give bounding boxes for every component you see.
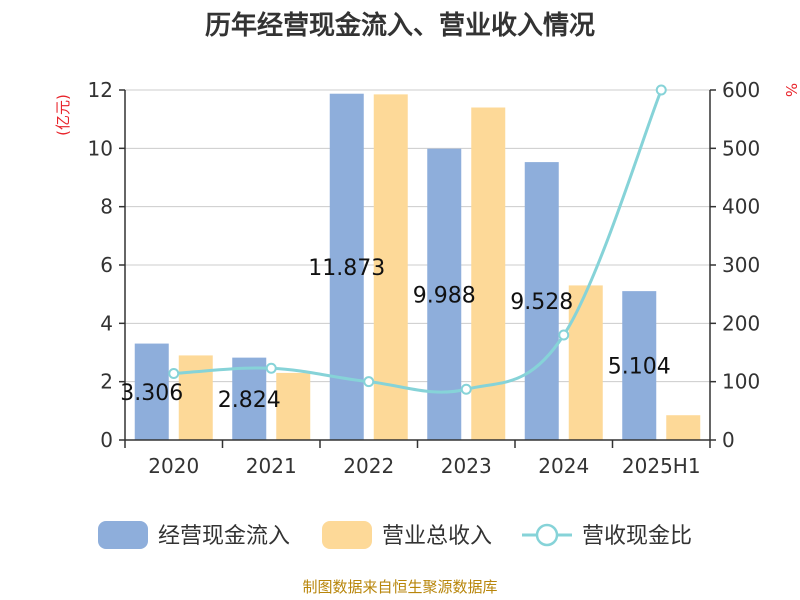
revenue-bar: [568, 285, 603, 440]
legend-swatch: [98, 521, 148, 549]
gridlines: [125, 89, 710, 383]
ratio-line: [168, 84, 667, 395]
right-tick-label: 600: [722, 78, 760, 102]
cash-inflow-bar: [622, 291, 657, 440]
cash-inflow-value-label: 2.824: [218, 388, 281, 413]
ratio-point: [265, 362, 277, 374]
ratio-point: [558, 329, 570, 341]
right-tick-label: 0: [722, 428, 735, 452]
cash-inflow-value-label: 11.873: [308, 256, 385, 281]
x-tick-label: 2020: [148, 454, 199, 478]
right-tick-label: 100: [722, 370, 760, 394]
right-tick-label: 300: [722, 253, 760, 277]
right-tick-label: 400: [722, 195, 760, 219]
cash-inflow-bar: [329, 93, 364, 441]
source-note: 制图数据来自恒生聚源数据库: [302, 578, 497, 596]
legend-label: 营收现金比: [582, 524, 692, 549]
left-tick-label: 0: [100, 428, 113, 452]
legend-label: 营业总收入: [382, 524, 492, 549]
cash-inflow-bar: [232, 357, 267, 440]
ratio-point: [655, 84, 667, 96]
legend: 经营现金流入 营业总收入 营收现金比: [98, 521, 692, 549]
x-tick-label: 2025H1: [622, 454, 701, 478]
axes: 0 2 4 6 8 10 12 0 100 200 300 400 500 600 2020 2021 2022…: [88, 78, 761, 478]
cash-inflow-bar: [134, 343, 169, 440]
revenue-bar: [178, 355, 213, 440]
cash-inflow-value-label: 9.988: [413, 283, 476, 308]
cash-inflow-value-label: 9.528: [510, 290, 573, 315]
cash-inflow-value-label: 5.104: [608, 355, 671, 380]
chart-title: 历年经营现金流入、营业收入情况: [205, 10, 595, 41]
left-tick-label: 2: [100, 370, 113, 394]
ratio-point: [168, 368, 180, 379]
revenue-bar: [666, 415, 701, 440]
x-tick-label: 2021: [246, 454, 297, 478]
revenue-bar: [471, 107, 506, 440]
x-tick-label: 2024: [538, 454, 589, 478]
ratio-point: [363, 376, 375, 388]
left-tick-label: 8: [100, 195, 113, 219]
revenue-bar: [276, 372, 311, 440]
right-tick-label: 500: [722, 136, 760, 160]
cash-inflow-bar: [524, 162, 559, 440]
legend-label: 经营现金流入: [158, 524, 290, 549]
data-labels: 3.306 2.824 11.873 9.988 9.528 5.104: [120, 256, 670, 413]
cash-inflow-value-label: 3.306: [120, 381, 183, 406]
ratio-point: [460, 383, 472, 395]
right-tick-label: 200: [722, 311, 760, 335]
left-axis-unit: (亿元): [54, 94, 72, 136]
left-tick-label: 4: [100, 311, 113, 335]
legend-swatch: [322, 521, 372, 549]
x-tick-label: 2022: [343, 454, 394, 478]
left-tick-label: 12: [88, 78, 113, 102]
legend-marker: [535, 523, 559, 547]
x-tick-label: 2023: [441, 454, 492, 478]
left-tick-label: 10: [88, 136, 113, 160]
right-axis-unit: %: [782, 83, 800, 97]
left-tick-label: 6: [100, 253, 113, 277]
